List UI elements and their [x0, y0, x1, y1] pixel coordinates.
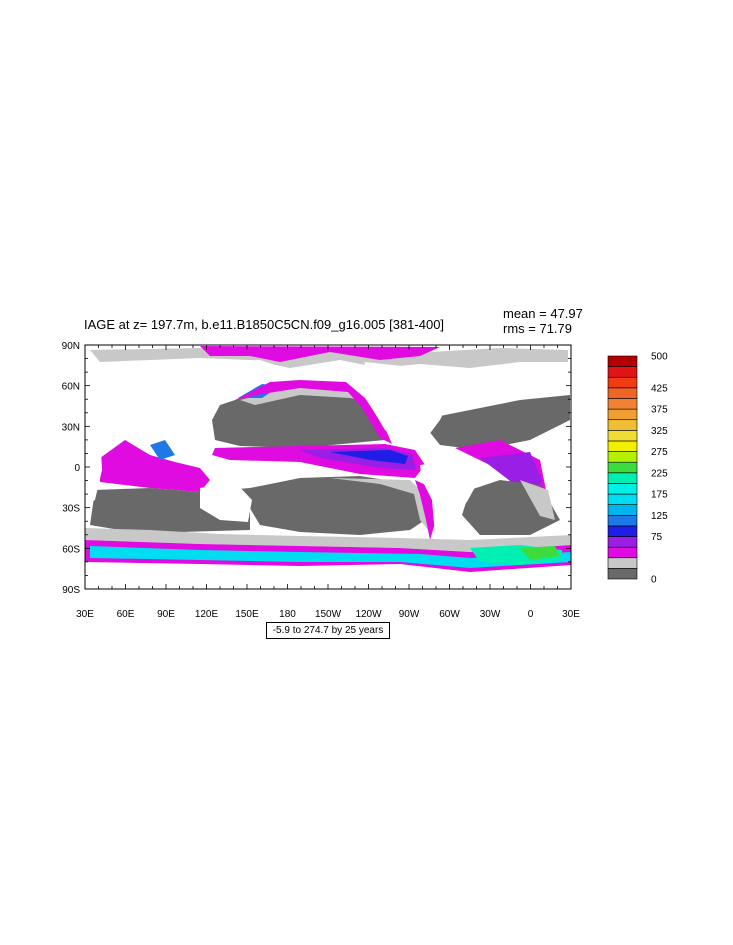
colorbar-label: 75 [651, 532, 663, 543]
y-tick-label: 60S [62, 544, 80, 555]
colorbar-label: 275 [651, 447, 668, 458]
colorbar-label: 375 [651, 405, 668, 416]
colorbar-label: 325 [651, 426, 668, 437]
colorbar-swatch [607, 557, 638, 569]
colorbar-swatch [607, 493, 638, 505]
colorbar-swatch [607, 366, 638, 378]
colorbar-swatch [607, 408, 638, 421]
y-tick-label: 60N [62, 382, 80, 393]
colorbar-swatch [607, 461, 638, 474]
y-tick-label: 30S [62, 504, 80, 515]
colorbar-label: 125 [651, 511, 668, 522]
y-tick-label: 30N [62, 422, 80, 433]
rms-stat: rms = 71.79 [503, 321, 573, 336]
colorbar-label: 425 [651, 383, 668, 394]
x-tick-label: 0 [528, 609, 534, 620]
colorbar-swatch [607, 398, 638, 410]
colorbar-label: 0 [651, 575, 657, 586]
colorbar-swatch [607, 525, 638, 537]
x-tick-label: 30E [76, 609, 94, 620]
x-tick-label: 180 [279, 609, 296, 620]
x-tick-label: 150W [315, 609, 342, 620]
y-tick-label: 0 [74, 463, 80, 474]
x-tick-label: 60E [117, 609, 135, 620]
colorbar-swatch [607, 568, 638, 580]
y-tick-label: 90S [62, 585, 80, 596]
ocean-age-field [85, 345, 571, 589]
plot-frame [84, 344, 572, 590]
colorbar: 500 425 375 325 275 225 175 125 75 0 [607, 352, 668, 586]
x-tick-label: 150E [235, 609, 259, 620]
colorbar-swatch [607, 419, 638, 431]
map-title: IAGE at z= 197.7m, b.e11.B1850C5CN.f09_g… [84, 317, 445, 332]
x-tick-label: 120E [195, 609, 219, 620]
colorbar-swatch [607, 451, 638, 463]
colorbar-swatch [607, 355, 638, 367]
colorbar-label: 500 [651, 352, 668, 363]
colorbar-swatch [607, 536, 638, 548]
colorbar-swatch [607, 472, 638, 484]
x-tick-label: 30E [562, 609, 580, 620]
colorbar-swatch [607, 440, 638, 452]
x-tick-label: 120W [355, 609, 382, 620]
colorbar-swatch [607, 483, 638, 495]
x-tick-label: 90W [399, 609, 420, 620]
y-tick-label: 90N [62, 341, 80, 352]
x-tick-label: 60W [439, 609, 460, 620]
x-tick-labels: 30E 60E 90E 120E 150E 180 150W 120W 90W 60W 30W 0 30… [76, 609, 580, 620]
colorbar-swatch [607, 376, 638, 389]
colorbar-swatch [607, 546, 638, 559]
colorbar-label: 175 [651, 490, 668, 501]
colorbar-label: 225 [651, 468, 668, 479]
colorbar-swatch [607, 430, 638, 442]
colorbar-swatch [607, 387, 638, 399]
mean-stat: mean = 47.97 [503, 306, 583, 321]
contour-range-label: -5.9 to 274.7 by 25 years [266, 622, 390, 639]
y-tick-labels: 90N 60N 30N 0 30S 60S 90S [62, 341, 81, 596]
x-tick-label: 90E [157, 609, 175, 620]
colorbar-swatch [607, 514, 638, 527]
x-tick-label: 30W [480, 609, 501, 620]
colorbar-swatch [607, 504, 638, 516]
